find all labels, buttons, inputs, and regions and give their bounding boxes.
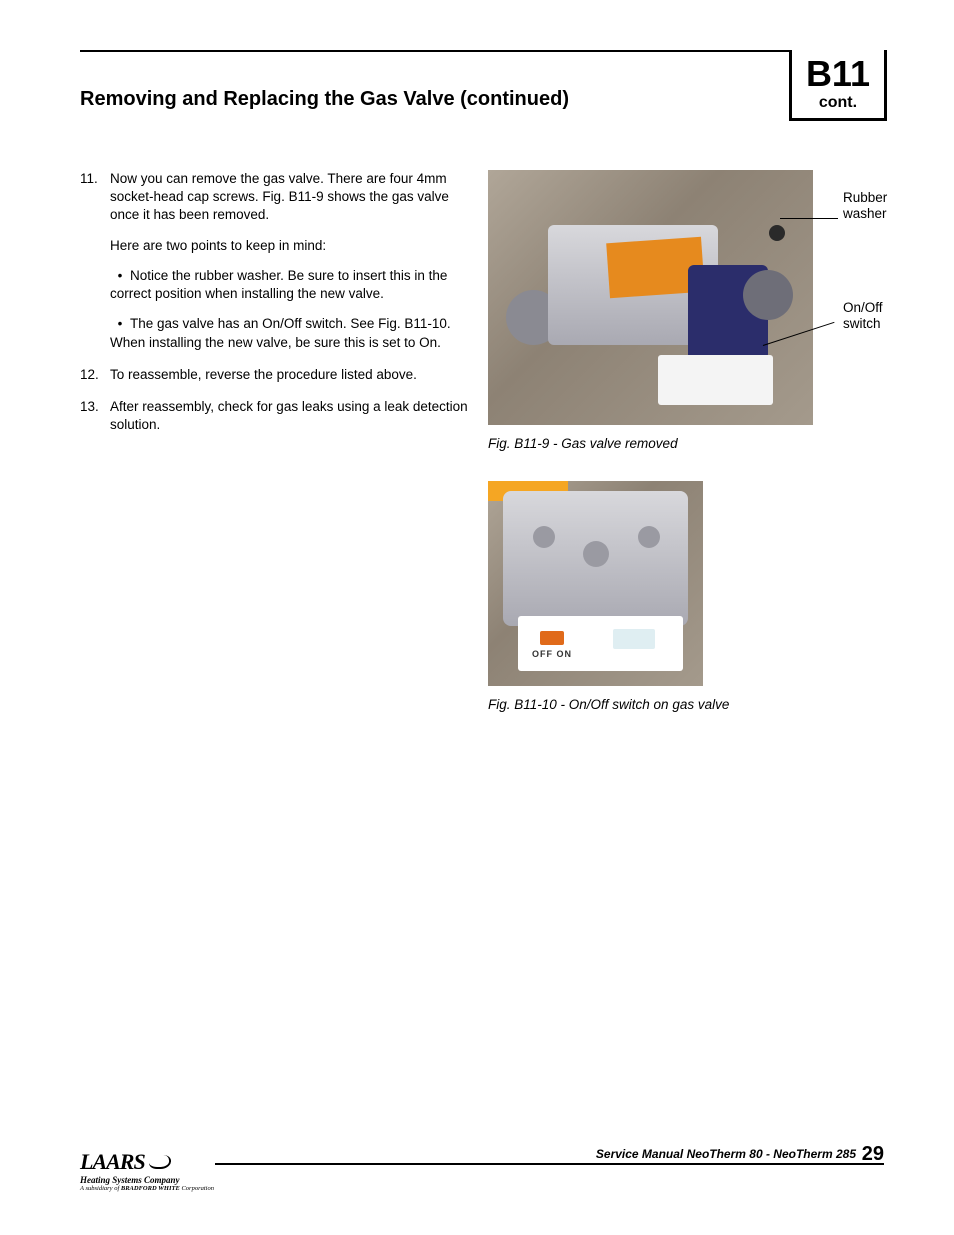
footer-manual-title: Service Manual NeoTherm 80 - NeoTherm 28… xyxy=(596,1147,856,1161)
page-footer: LAARS Heating Systems Company A subsidia… xyxy=(80,1145,884,1195)
figure-caption: Fig. B11-10 - On/Off switch on gas valve xyxy=(488,697,884,712)
step-13: 13. After reassembly, check for gas leak… xyxy=(80,398,470,434)
figure-b11-10: OFF ON Fig. B11-10 - On/Off switch on ga… xyxy=(488,481,884,712)
bullet-text: Notice the rubber washer. Be sure to ins… xyxy=(110,268,447,301)
footer-rule xyxy=(215,1163,884,1165)
header-rule xyxy=(80,50,884,52)
step-subtext: Here are two points to keep in mind: xyxy=(110,237,470,255)
step-text: Now you can remove the gas valve. There … xyxy=(110,171,449,222)
logo-brand-text: LAARS xyxy=(80,1149,145,1175)
bullet-item: •Notice the rubber washer. Be sure to in… xyxy=(110,267,470,303)
bullet-dot-icon: • xyxy=(110,267,130,285)
figures-column: Rubber washer On/Off switch Fig. B11-9 -… xyxy=(488,170,884,742)
step-number: 11. xyxy=(80,170,98,188)
section-badge: B11 cont. xyxy=(789,50,887,121)
onoff-switch-image: OFF ON xyxy=(488,481,703,686)
section-cont-label: cont. xyxy=(806,94,870,112)
step-text: After reassembly, check for gas leaks us… xyxy=(110,399,468,432)
footer-page-number: 29 xyxy=(862,1143,884,1166)
step-text: To reassemble, reverse the procedure lis… xyxy=(110,367,417,382)
bullet-text: The gas valve has an On/Off switch. See … xyxy=(110,316,451,349)
logo-subline-1: Heating Systems Company xyxy=(80,1175,214,1185)
step-number: 12. xyxy=(80,366,99,384)
instructions-column: 11. Now you can remove the gas valve. Th… xyxy=(80,170,470,742)
figure-b11-9: Rubber washer On/Off switch Fig. B11-9 -… xyxy=(488,170,884,451)
page-header: B11 cont. Removing and Replacing the Gas… xyxy=(80,50,884,145)
switch-off-on-label: OFF ON xyxy=(532,649,572,659)
bullet-item: •The gas valve has an On/Off switch. See… xyxy=(110,315,470,351)
figure-caption: Fig. B11-9 - Gas valve removed xyxy=(488,436,884,451)
callout-onoff-switch: On/Off switch xyxy=(843,300,884,332)
section-code: B11 xyxy=(806,56,870,92)
laars-logo: LAARS Heating Systems Company A subsidia… xyxy=(80,1149,214,1192)
step-12: 12. To reassemble, reverse the procedure… xyxy=(80,366,470,384)
callout-line xyxy=(780,218,838,219)
callout-rubber-washer: Rubber washer xyxy=(843,190,887,222)
step-11: 11. Now you can remove the gas valve. Th… xyxy=(80,170,470,352)
logo-swoosh-icon xyxy=(147,1155,171,1169)
bullet-dot-icon: • xyxy=(110,315,130,333)
gas-valve-removed-image xyxy=(488,170,813,425)
step-number: 13. xyxy=(80,398,99,416)
logo-subline-2: A subsidiary of BRADFORD WHITE Corporati… xyxy=(80,1185,214,1192)
page-title: Removing and Replacing the Gas Valve (co… xyxy=(80,88,569,111)
